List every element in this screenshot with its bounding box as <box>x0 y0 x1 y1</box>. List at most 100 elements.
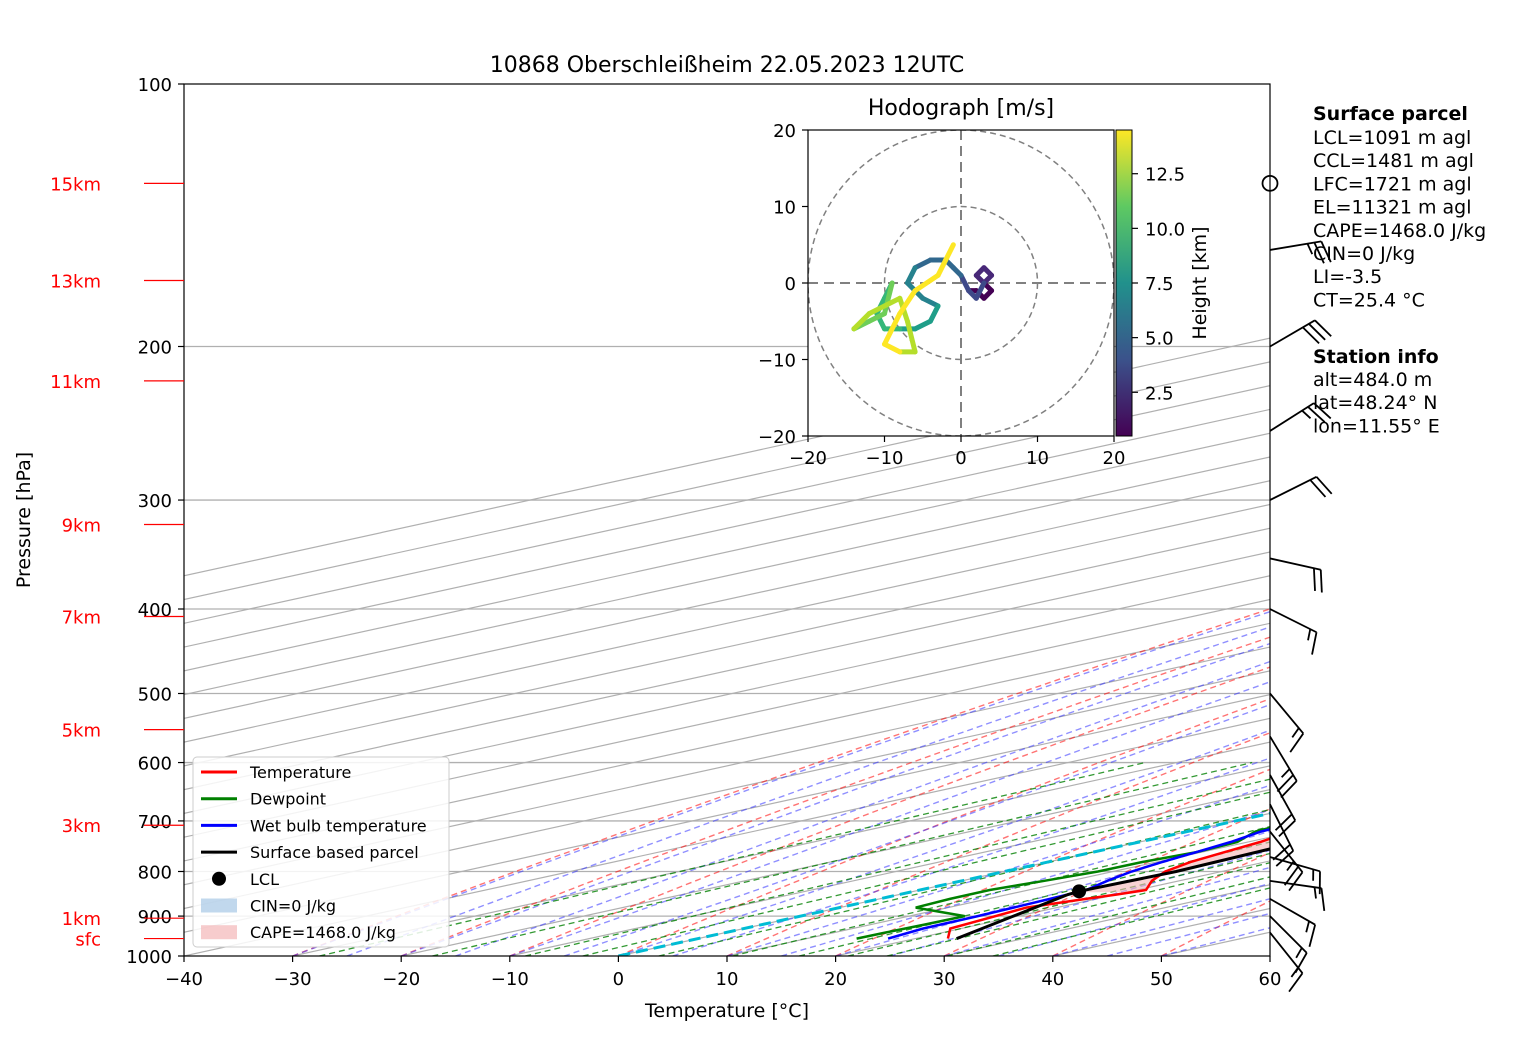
hodo-segment <box>912 318 933 332</box>
legend-item: Wet bulb temperature <box>201 816 427 835</box>
isotherm <box>184 503 1270 743</box>
colorbar <box>1115 129 1133 437</box>
legend: Temperature Dewpoint Wet bulb temperature S… <box>192 756 450 948</box>
colorbar-ticks: 2.5 5.0 7.5 10.0 12.5 <box>1132 165 1185 404</box>
x-tick-label: 0 <box>613 969 624 990</box>
surface-parcel-line: LCL=1091 m agl <box>1313 127 1471 149</box>
hodo-x-tick-label: 10 <box>1026 448 1049 469</box>
colorbar-tick-label: 12.5 <box>1145 165 1185 186</box>
height-label: sfc <box>75 930 101 951</box>
mixing-ratio-line <box>992 887 1270 956</box>
wind-barb <box>1269 803 1295 867</box>
moist-adiabat <box>944 866 1270 956</box>
legend-label: Surface based parcel <box>250 843 419 862</box>
isotherm <box>184 670 1270 910</box>
height-label: 7km <box>62 607 101 628</box>
dry-adiabat <box>292 608 1270 956</box>
colorbar-tick-label: 5.0 <box>1145 329 1174 350</box>
moist-adiabat <box>346 626 1270 956</box>
hodo-segment <box>882 311 903 347</box>
hodo-segment <box>927 303 941 324</box>
height-label: 3km <box>62 816 101 837</box>
hodo-y-tick-label: 10 <box>773 198 796 219</box>
mixing-ratio-line <box>432 761 1253 956</box>
wind-barb <box>1269 915 1308 974</box>
temperature-line <box>946 837 1270 939</box>
hodo-x-tick-label: 20 <box>1103 448 1126 469</box>
wind-barb <box>1269 402 1332 432</box>
hodo-segment <box>973 280 987 301</box>
hodo-segment <box>943 242 956 263</box>
surface-parcel-line: CIN=0 J/kg <box>1313 243 1415 265</box>
surface-parcel-line: LFC=1721 m agl <box>1313 173 1472 195</box>
x-axis-label: Temperature [°C] <box>644 1000 809 1022</box>
isotherm <box>401 765 1270 956</box>
isotherm <box>292 741 1270 956</box>
mixing-ratio-line <box>946 876 1270 956</box>
surface-parcel-line: CAPE=1468.0 J/kg <box>1313 220 1486 242</box>
hodograph-trace <box>851 242 995 355</box>
wind-barb <box>1269 898 1317 947</box>
x-tick-label: −30 <box>274 969 312 990</box>
hodo-segment <box>904 265 918 286</box>
y-tick-label: 200 <box>138 337 172 358</box>
hodograph-title: Hodograph [m/s] <box>868 96 1054 121</box>
isotherm <box>184 432 1270 672</box>
hodo-segment <box>866 311 887 324</box>
isotherm <box>184 480 1270 719</box>
hodo-y-tick-label: 20 <box>773 121 796 142</box>
x-tick-label: −10 <box>491 969 529 990</box>
hodo-segment <box>920 295 941 309</box>
y-tick-label: 100 <box>138 75 172 96</box>
wind-barb <box>1269 879 1326 911</box>
dry-adiabat <box>1487 84 1517 956</box>
hodo-segment <box>866 303 887 317</box>
x-tick-label: −40 <box>165 969 203 990</box>
legend-label: CIN=0 J/kg <box>250 897 336 916</box>
hodo-x-tick-label: −10 <box>866 448 904 469</box>
x-tick-label: 10 <box>716 969 739 990</box>
hodo-y-tick-label: 0 <box>785 274 796 295</box>
surface-parcel-line: CCL=1481 m agl <box>1313 150 1474 172</box>
wind-barb <box>1269 240 1332 264</box>
isotherm <box>184 646 1270 886</box>
mixing-ratio-line <box>582 791 1270 956</box>
wind-barb <box>1269 831 1304 892</box>
colorbar-label: Height [km] <box>1189 226 1211 339</box>
dry-adiabat <box>1052 851 1270 956</box>
y-tick-label: 800 <box>138 862 172 883</box>
x-tick-label: 60 <box>1259 969 1282 990</box>
colorbar-tick-label: 2.5 <box>1145 383 1174 404</box>
hodo-segment <box>882 295 903 309</box>
hodo-segment <box>882 341 903 355</box>
dry-adiabat <box>400 636 1270 956</box>
height-label: 9km <box>62 515 101 536</box>
y-tick-label: 500 <box>138 685 172 706</box>
dry-adiabat <box>618 698 1270 956</box>
y-tick-label: 300 <box>138 491 172 512</box>
x-tick-label: 50 <box>1150 969 1173 990</box>
wind-barb <box>1269 774 1297 837</box>
isotherm <box>184 693 1270 933</box>
y-tick-label: 400 <box>138 600 172 621</box>
height-label: 1km <box>62 909 101 930</box>
wet-bulb-line <box>887 828 1270 940</box>
x-tick-label: −20 <box>382 969 420 990</box>
isotherm <box>184 337 1270 577</box>
surface-parcel-line: CT=25.4 °C <box>1313 289 1425 311</box>
surface-parcel-line: EL=11321 m agl <box>1313 197 1472 219</box>
legend-item: Surface based parcel <box>201 843 419 862</box>
isotherm <box>184 456 1270 696</box>
moist-adiabat <box>400 642 1270 956</box>
mixing-ratio-line <box>847 852 1270 956</box>
isotherm <box>184 408 1270 648</box>
hodo-segment <box>897 288 918 317</box>
isotherm <box>184 717 1270 956</box>
hodo-y-tick-label: −20 <box>758 427 796 448</box>
hodo-segment <box>904 318 918 355</box>
isotherm <box>184 385 1270 624</box>
legend-item: CAPE=1468.0 J/kg <box>201 923 396 942</box>
surface-parcel-line: LI=-3.5 <box>1313 266 1382 288</box>
